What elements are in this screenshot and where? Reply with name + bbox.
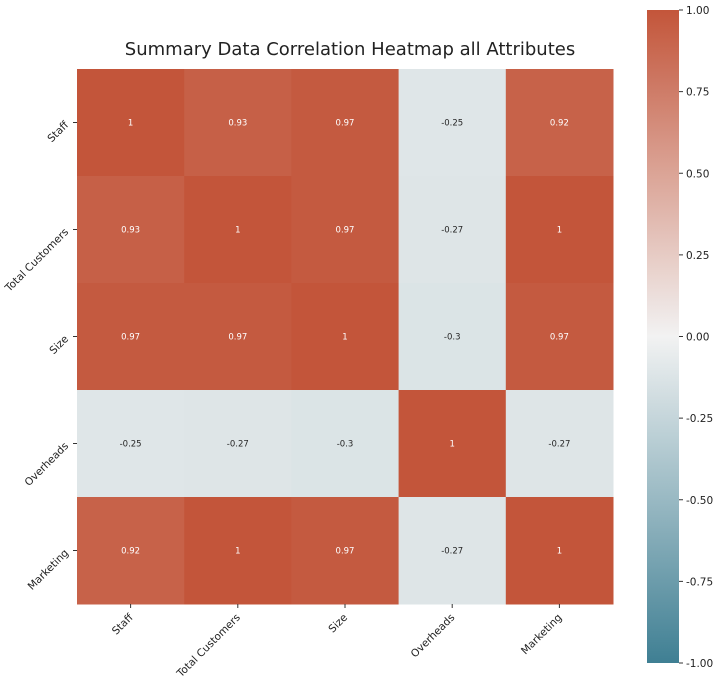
cell-value-label: 0.97 — [336, 226, 355, 236]
heatmap-cell — [398, 176, 507, 284]
cell-value-label: -0.27 — [548, 440, 570, 450]
cell-value-label: 0.97 — [121, 333, 140, 343]
cell-value-label: 0.97 — [336, 547, 355, 557]
colorbar: 1.00 0.75 0.50 0.25 0.00 -0.25 -0.50 -0.75 -1.00 — [647, 5, 713, 670]
colorbar-tick-label: -0.25 — [686, 413, 713, 425]
heatmap-cell — [291, 69, 400, 177]
heatmap-cell — [184, 390, 292, 498]
row-label: Size — [47, 333, 71, 357]
row-label: Overheads — [22, 440, 71, 489]
cell-value-label: 1 — [449, 440, 454, 450]
heatmap-cell — [291, 390, 400, 498]
cell-value-label: 0.97 — [336, 119, 355, 129]
colorbar-tick-label: 1.00 — [686, 5, 709, 17]
cell-value-label: -0.3 — [444, 333, 461, 343]
heatmap-cell — [398, 497, 507, 605]
colorbar-tick-label: 0.00 — [686, 332, 709, 344]
heatmap-cell — [184, 497, 292, 605]
colorbar-tick-label: -1.00 — [686, 658, 713, 670]
cell-value-label: -0.3 — [337, 440, 354, 450]
cell-value-label: 1 — [557, 547, 562, 557]
row-label: Marketing — [26, 547, 71, 592]
cell-value-label: 0.97 — [550, 333, 569, 343]
heatmap-cell — [398, 283, 507, 391]
cell-value-label: 1 — [128, 119, 133, 129]
heatmap-cell — [505, 176, 614, 284]
heatmap-cell — [505, 283, 614, 391]
cell-value-label: 1 — [342, 333, 347, 343]
heatmap-cell — [398, 69, 507, 177]
heatmap-cell — [291, 497, 400, 605]
column-label: Staff — [110, 611, 136, 637]
heatmap-cell-labels: 1 0.93 0.97 -0.25 0.92 0.93 1 0.97 -0.27 1 0.97 0.9… — [120, 119, 571, 557]
column-tick-labels: Staff Total Customers Size Overheads Marketi… — [110, 604, 565, 680]
cell-value-label: 1 — [235, 547, 240, 557]
heatmap-cell — [505, 390, 614, 498]
colorbar-tick-label: 0.50 — [686, 168, 709, 180]
heatmap-cell — [291, 283, 400, 391]
heatmap-cell — [505, 497, 614, 605]
heatmap-cell — [77, 69, 185, 177]
heatmap-cell — [77, 176, 185, 284]
column-label: Marketing — [519, 612, 564, 657]
cell-value-label: 1 — [235, 226, 240, 236]
cell-value-label: -0.27 — [227, 440, 249, 450]
cell-value-label: 0.93 — [121, 226, 140, 236]
heatmap-cell — [184, 176, 292, 284]
heatmap-cell — [505, 69, 614, 177]
colorbar-tick-label: -0.50 — [686, 495, 713, 507]
heatmap-cells — [77, 69, 614, 605]
row-tick-labels: Staff Total Customers Size Overheads Marketi… — [2, 119, 77, 593]
cell-value-label: 1 — [557, 226, 562, 236]
colorbar-tick-label: 0.75 — [686, 87, 709, 99]
row-label: Total Customers — [2, 226, 71, 295]
colorbar-tick-label: 0.25 — [686, 250, 709, 262]
heatmap-cell — [184, 69, 292, 177]
heatmap-cell — [77, 283, 185, 391]
heatmap-cell — [184, 283, 292, 391]
heatmap-cell — [77, 390, 185, 498]
colorbar-gradient — [647, 10, 679, 663]
cell-value-label: -0.27 — [441, 226, 463, 236]
cell-value-label: -0.25 — [120, 440, 142, 450]
heatmap-cell — [291, 176, 400, 284]
column-label: Size — [326, 612, 350, 636]
column-label: Overheads — [409, 612, 458, 661]
cell-value-label: 0.92 — [550, 119, 569, 129]
row-label: Staff — [45, 119, 71, 145]
cell-value-label: 0.97 — [228, 333, 247, 343]
cell-value-label: -0.27 — [441, 547, 463, 557]
heatmap-cell — [77, 497, 185, 605]
colorbar-tick-label: -0.75 — [686, 576, 713, 588]
chart-title: Summary Data Correlation Heatmap all Att… — [125, 39, 575, 60]
heatmap-cell — [398, 390, 507, 498]
cell-value-label: -0.25 — [441, 119, 463, 129]
column-label: Total Customers — [174, 612, 243, 681]
cell-value-label: 0.92 — [121, 547, 140, 557]
cell-value-label: 0.93 — [228, 119, 247, 129]
